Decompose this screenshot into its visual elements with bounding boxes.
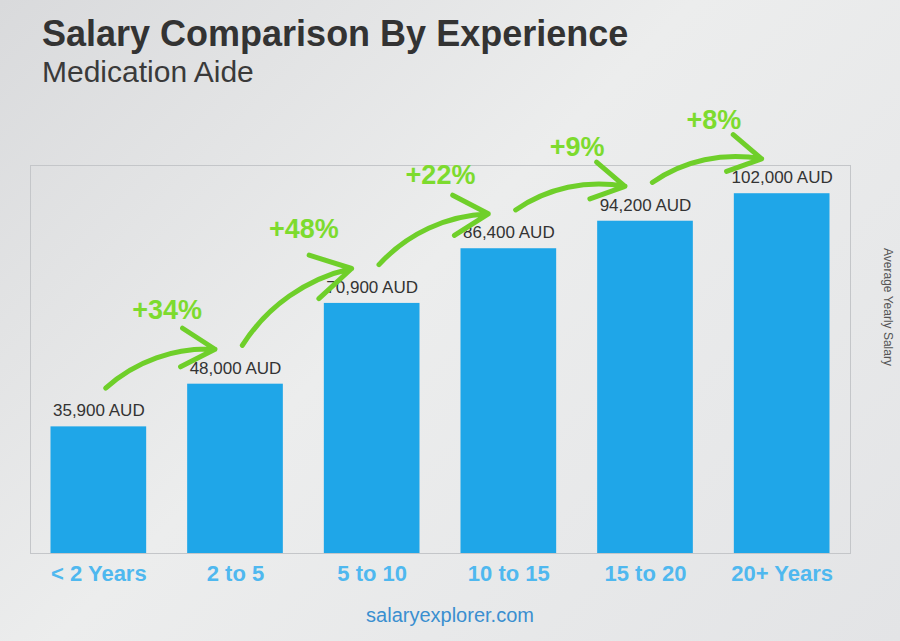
svg-text:5 to 10: 5 to 10	[337, 561, 407, 586]
svg-text:10 to 15: 10 to 15	[468, 561, 550, 586]
svg-text:20+ Years: 20+ Years	[731, 561, 833, 586]
html-text:Average Yearly Salary: Average Yearly Salary	[881, 248, 895, 366]
svg-text:2 to 5: 2 to 5	[207, 561, 264, 586]
svg-text:+22%: +22%	[406, 160, 476, 190]
html-text:Medication Aide: Medication Aide	[42, 55, 254, 88]
svg-text:+34%: +34%	[132, 295, 202, 325]
svg-text:< 2 Years: < 2 Years	[51, 561, 147, 586]
svg-text:94,200 AUD: 94,200 AUD	[600, 196, 692, 215]
svg-text:86,400 AUD: 86,400 AUD	[463, 223, 555, 242]
svg-text:+9%: +9%	[550, 132, 605, 162]
svg-text:+8%: +8%	[686, 105, 741, 135]
svg-text:70,900 AUD: 70,900 AUD	[326, 277, 418, 297]
svg-text:102,000 AUD: 102,000 AUD	[732, 168, 833, 187]
html-text:salaryexplorer.com: salaryexplorer.com	[366, 604, 534, 626]
svg-text:48,000 AUD: 48,000 AUD	[190, 359, 282, 378]
svg-text:35,900 AUD: 35,900 AUD	[53, 401, 145, 420]
svg-text:+48%: +48%	[269, 214, 339, 244]
svg-text:15 to 20: 15 to 20	[605, 561, 687, 586]
html-text:Salary Comparison By Experienc: Salary Comparison By Experience	[42, 13, 629, 54]
